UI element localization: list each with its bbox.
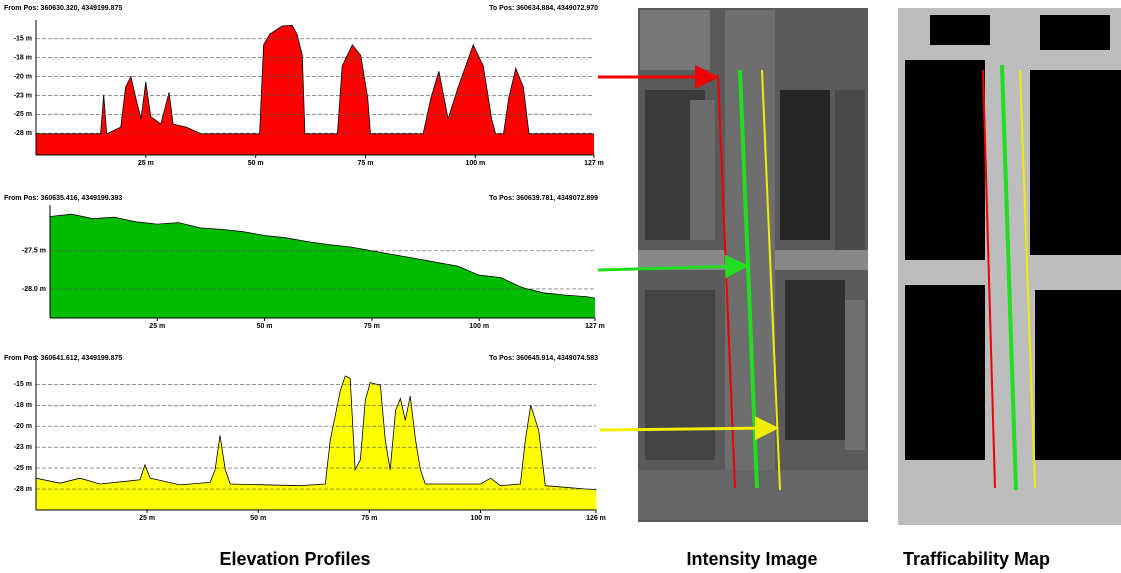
x-tick-label: 100 m xyxy=(471,515,491,522)
y-tick-label: -18 m xyxy=(14,402,32,409)
y-tick-label: -28 m xyxy=(14,486,32,493)
to-label: To Pos: 360639.781, 4349072.899 xyxy=(489,195,598,202)
y-tick-label: -20 m xyxy=(14,423,32,430)
y-tick-label: -25 m xyxy=(14,465,32,472)
x-tick-label: 75 m xyxy=(364,323,380,330)
x-tick-label: 25 m xyxy=(149,323,165,330)
from-label: From Pos: 360635.416, 4349199.393 xyxy=(4,195,122,202)
area-fill xyxy=(50,214,595,318)
caption: Elevation Profiles xyxy=(219,549,370,569)
from-label: From Pos: 360630.320, 4349199.875 xyxy=(4,5,122,12)
x-tick-label: 50 m xyxy=(248,160,264,167)
profile-line xyxy=(36,376,596,490)
x-tick-label: 127 m xyxy=(585,323,605,330)
x-tick-label: 100 m xyxy=(465,160,485,167)
elevation-chart: From Pos: 360635.416, 4349199.393 To Pos:… xyxy=(4,195,605,330)
elevation-chart: From Pos: 360641.612, 4349199.875 To Pos:… xyxy=(4,355,606,522)
figure: Elevation Profiles Intensity Image Traff… xyxy=(0,0,1121,573)
y-tick-label: -23 m xyxy=(14,444,32,451)
area-fill xyxy=(36,376,596,510)
x-tick-label: 50 m xyxy=(250,515,266,522)
x-tick-label: 126 m xyxy=(586,515,606,522)
to-label: To Pos: 360634.884, 4349072.970 xyxy=(489,5,598,12)
y-tick-label: -20 m xyxy=(14,73,32,80)
y-tick-label: -27.5 m xyxy=(22,248,46,255)
page: Elevation Profiles Intensity Image Traff… xyxy=(0,0,1121,573)
x-tick-label: 25 m xyxy=(139,515,155,522)
intensity-image xyxy=(638,8,868,522)
x-tick-label: 50 m xyxy=(257,323,273,330)
x-tick-label: 75 m xyxy=(361,515,377,522)
elevation-chart: From Pos: 360630.320, 4349199.875 To Pos:… xyxy=(4,5,604,167)
y-tick-label: -28.0 m xyxy=(22,286,46,293)
caption: Intensity Image xyxy=(686,549,817,569)
caption: Trafficability Map xyxy=(903,549,1050,569)
x-tick-label: 25 m xyxy=(138,160,154,167)
x-tick-label: 100 m xyxy=(469,323,489,330)
from-label: From Pos: 360641.612, 4349199.875 xyxy=(4,355,122,362)
y-tick-label: -25 m xyxy=(14,111,32,118)
y-tick-label: -23 m xyxy=(14,92,32,99)
to-label: To Pos: 360645.914, 4349074.583 xyxy=(489,355,598,362)
y-tick-label: -18 m xyxy=(14,55,32,62)
y-tick-label: -15 m xyxy=(14,381,32,388)
x-tick-label: 127 m xyxy=(584,160,604,167)
y-tick-label: -28 m xyxy=(14,130,32,137)
x-tick-label: 75 m xyxy=(358,160,374,167)
y-tick-label: -15 m xyxy=(14,36,32,43)
